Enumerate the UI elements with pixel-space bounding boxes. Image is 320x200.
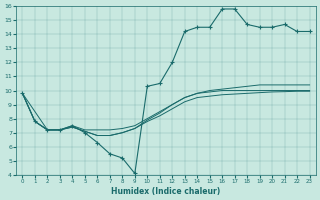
X-axis label: Humidex (Indice chaleur): Humidex (Indice chaleur) [111, 187, 221, 196]
